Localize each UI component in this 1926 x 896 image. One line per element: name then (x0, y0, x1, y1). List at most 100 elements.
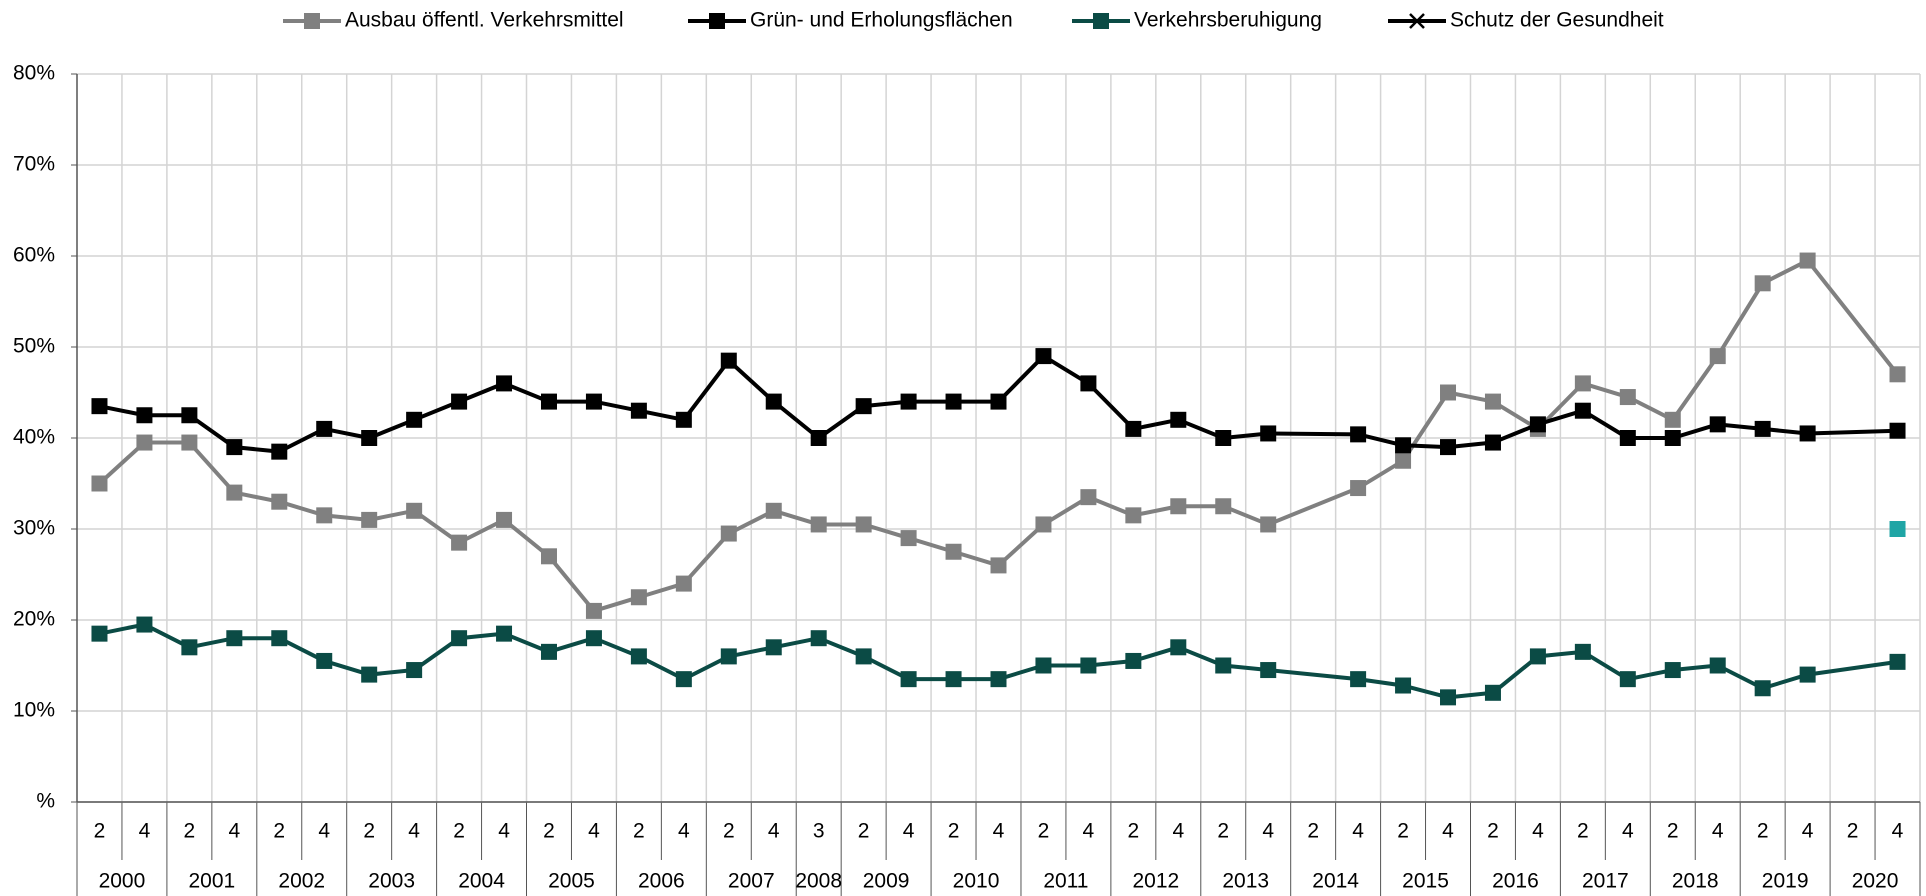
x-group-label: 2019 (1762, 870, 1809, 893)
marker (1035, 516, 1052, 533)
marker (1709, 657, 1726, 674)
marker (271, 493, 288, 510)
x-group-label: 2020 (1852, 870, 1899, 893)
x-tick-label: 2 (633, 820, 645, 843)
marker (675, 411, 692, 428)
marker (720, 525, 737, 542)
marker (1215, 430, 1232, 446)
marker (675, 575, 692, 592)
marker (271, 630, 288, 647)
x-tick-label: 4 (678, 820, 690, 843)
y-tick-label: 50% (13, 335, 55, 358)
marker (91, 475, 108, 492)
marker (361, 666, 378, 683)
marker (1350, 671, 1367, 688)
marker (1350, 480, 1367, 497)
x-tick-label: 2 (1038, 820, 1050, 843)
marker (720, 648, 737, 665)
y-tick-label: % (36, 790, 55, 813)
x-tick-label: 2 (1577, 820, 1589, 843)
marker (1125, 652, 1142, 669)
x-group-label: 2001 (188, 870, 235, 893)
x-tick-label: 2 (1667, 820, 1679, 843)
x-group-label: 2018 (1672, 870, 1719, 893)
marker (1574, 402, 1591, 419)
marker (1125, 420, 1142, 437)
x-tick-label: 4 (498, 820, 510, 843)
x-tick-label: 4 (1083, 820, 1095, 843)
marker (1260, 662, 1277, 679)
marker (855, 398, 872, 415)
marker (1664, 430, 1681, 446)
x-group-label: 2017 (1582, 870, 1629, 893)
marker (361, 430, 378, 446)
marker (1574, 643, 1591, 660)
marker (1664, 662, 1681, 679)
marker (1170, 639, 1187, 656)
marker (990, 393, 1007, 410)
marker (540, 643, 557, 660)
x-group-label: 2005 (548, 870, 595, 893)
x-tick-label: 2 (1487, 820, 1499, 843)
marker (540, 393, 557, 410)
marker (1440, 439, 1457, 456)
marker (136, 434, 153, 451)
marker (1395, 452, 1412, 469)
x-tick-label: 2 (273, 820, 285, 843)
x-tick-label: 2 (453, 820, 465, 843)
x-group-label: 2006 (638, 870, 685, 893)
marker (1529, 648, 1546, 665)
marker (1619, 430, 1636, 446)
marker (496, 625, 513, 642)
x-tick-label: 4 (1532, 820, 1544, 843)
marker (1574, 375, 1591, 392)
marker (406, 662, 423, 679)
x-group-label: 2016 (1492, 870, 1539, 893)
marker (1889, 521, 1906, 537)
x-tick-label: 4 (1442, 820, 1454, 843)
x-group-label: 2012 (1132, 870, 1179, 893)
marker (1889, 422, 1906, 439)
legend-label: Ausbau öffentl. Verkehrsmittel (345, 9, 624, 32)
marker (810, 430, 827, 446)
marker (855, 516, 872, 533)
x-tick-label: 4 (1712, 820, 1724, 843)
marker (630, 402, 647, 419)
marker (316, 652, 333, 669)
marker (765, 639, 782, 656)
marker (1093, 13, 1109, 29)
marker (1170, 498, 1187, 515)
marker (1260, 516, 1277, 533)
marker (1754, 680, 1771, 697)
marker (1754, 275, 1771, 292)
marker (1889, 653, 1906, 670)
y-tick-label: 20% (13, 608, 55, 631)
marker (226, 630, 243, 647)
marker (304, 13, 320, 29)
x-tick-label: 2 (1128, 820, 1140, 843)
marker (990, 671, 1007, 688)
x-tick-label: 4 (408, 820, 420, 843)
marker (1529, 416, 1546, 433)
x-tick-label: 4 (588, 820, 600, 843)
marker (585, 630, 602, 647)
x-tick-label: 4 (1172, 820, 1184, 843)
marker (675, 671, 692, 688)
x-tick-label: 2 (94, 820, 106, 843)
x-group-label: 2004 (458, 870, 505, 893)
marker (226, 484, 243, 501)
marker (810, 630, 827, 647)
marker (900, 393, 917, 410)
marker (630, 589, 647, 606)
marker (406, 502, 423, 519)
marker (945, 393, 962, 410)
marker (181, 639, 198, 656)
marker (585, 602, 602, 619)
marker (1484, 393, 1501, 410)
marker (1484, 434, 1501, 451)
marker (630, 648, 647, 665)
marker (900, 530, 917, 547)
marker (765, 502, 782, 519)
marker (709, 13, 725, 29)
marker (1035, 657, 1052, 674)
